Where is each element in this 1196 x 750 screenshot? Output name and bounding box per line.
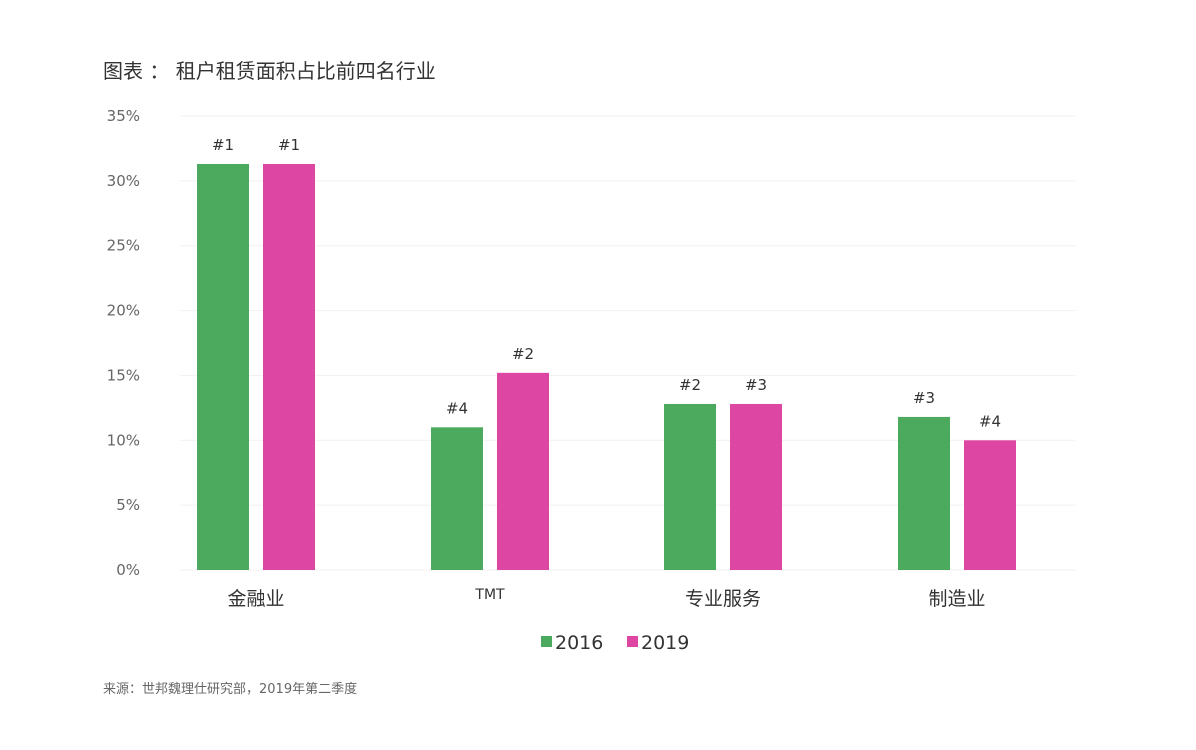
x-category-label: TMT (474, 587, 505, 603)
x-category-label: 金融业 (227, 588, 284, 610)
rank-labels: #1 #1 #4 #2 #2 #3 #3 #4 (212, 136, 1001, 430)
x-axis-categories: 金融业 TMT 专业服务 制造业 (227, 587, 985, 610)
bar-2019-3 (964, 440, 1016, 570)
legend-swatch-2016 (541, 636, 552, 647)
bar-2019-2 (730, 403, 782, 570)
bar-2016-0 (197, 163, 249, 570)
y-tick-label: 5% (116, 496, 140, 514)
y-axis-ticks: 0% 5% 10% 15% 20% 25% 30% 35% (107, 107, 140, 579)
bar-2019-1 (497, 372, 549, 570)
bar-2016-1 (431, 427, 483, 570)
bar-2016-2 (664, 403, 716, 570)
x-category-label: 制造业 (928, 588, 985, 610)
y-tick-label: 25% (107, 237, 140, 255)
y-tick-label: 10% (107, 431, 140, 449)
rank-label: #1 (212, 136, 234, 154)
y-tick-label: 0% (116, 561, 140, 579)
y-tick-label: 20% (107, 302, 140, 320)
grid-lines (180, 115, 1075, 571)
y-tick-label: 30% (107, 172, 140, 190)
legend-label: 2019 (641, 632, 689, 654)
legend-label: 2016 (555, 632, 603, 654)
y-tick-label: 15% (107, 366, 140, 384)
chart-title: 图表 ： 租户租赁面积占比前四名行业 (103, 59, 436, 83)
legend: 2016 2019 (541, 632, 689, 654)
rank-label: #3 (913, 389, 935, 407)
x-category-label: 专业服务 (685, 588, 761, 610)
rank-label: #2 (679, 376, 701, 394)
rank-label: #2 (512, 345, 534, 363)
bar-2019-0 (263, 163, 315, 570)
rank-label: #3 (745, 376, 767, 394)
rank-label: #1 (278, 136, 300, 154)
source-note: 来源：世邦魏理仕研究部，2019年第二季度 (103, 681, 357, 697)
legend-swatch-2019 (627, 636, 638, 647)
y-tick-label: 35% (107, 107, 140, 125)
bars (197, 163, 1016, 570)
bar-2016-3 (898, 416, 950, 570)
rank-label: #4 (979, 412, 1001, 430)
rank-label: #4 (446, 399, 468, 417)
